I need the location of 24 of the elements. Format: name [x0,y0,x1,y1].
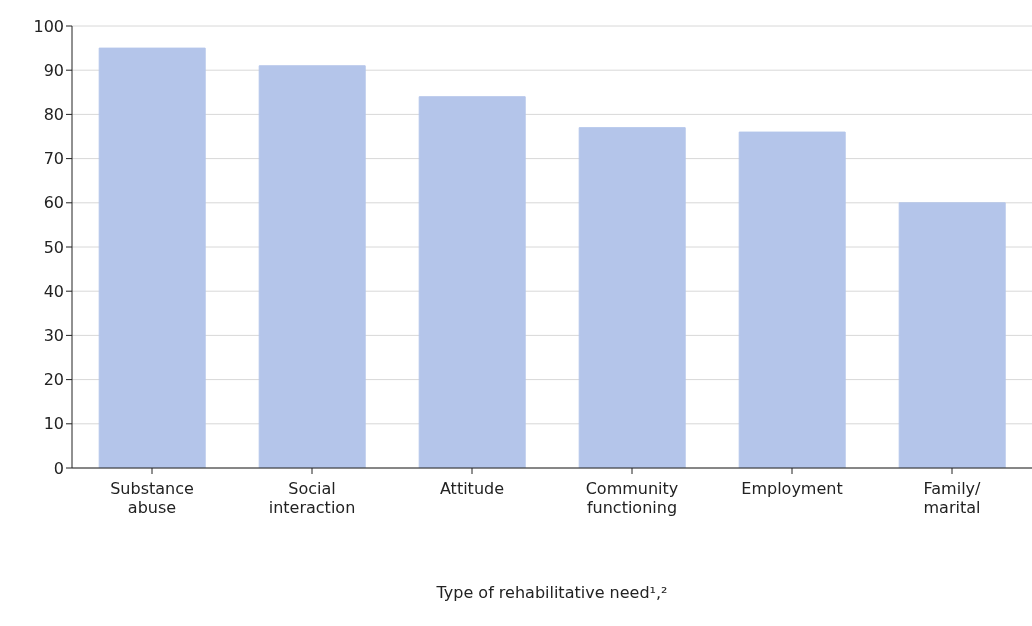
bar [578,127,686,468]
bar [98,47,206,468]
bar [898,202,1006,468]
y-tick-label: 30 [43,326,64,346]
x-tick-label: Community functioning [585,479,679,517]
y-tick-label: 60 [43,193,64,213]
y-tick-label: 10 [43,414,64,434]
y-tick-label: 90 [43,60,64,80]
x-tick-label: Family/marital [923,479,982,517]
bar [738,131,846,468]
x-tick-label: Attitude [439,479,505,498]
y-tick-label: 70 [43,149,64,169]
y-tick-label: 100 [33,16,64,36]
bar [258,65,366,468]
x-tick-label: Social interaction [268,479,356,517]
x-axis-title: Type of rehabilitative need¹,² [435,583,668,602]
y-tick-label: 40 [43,281,64,301]
x-tick-label: Substance abuse [110,479,194,517]
y-tick-label: 20 [43,370,64,390]
y-tick-label: 80 [43,105,64,125]
bar [418,96,526,468]
y-tick-label: 0 [53,458,64,478]
x-tick-label: Employment [741,479,843,498]
y-tick-label: 50 [43,237,64,257]
